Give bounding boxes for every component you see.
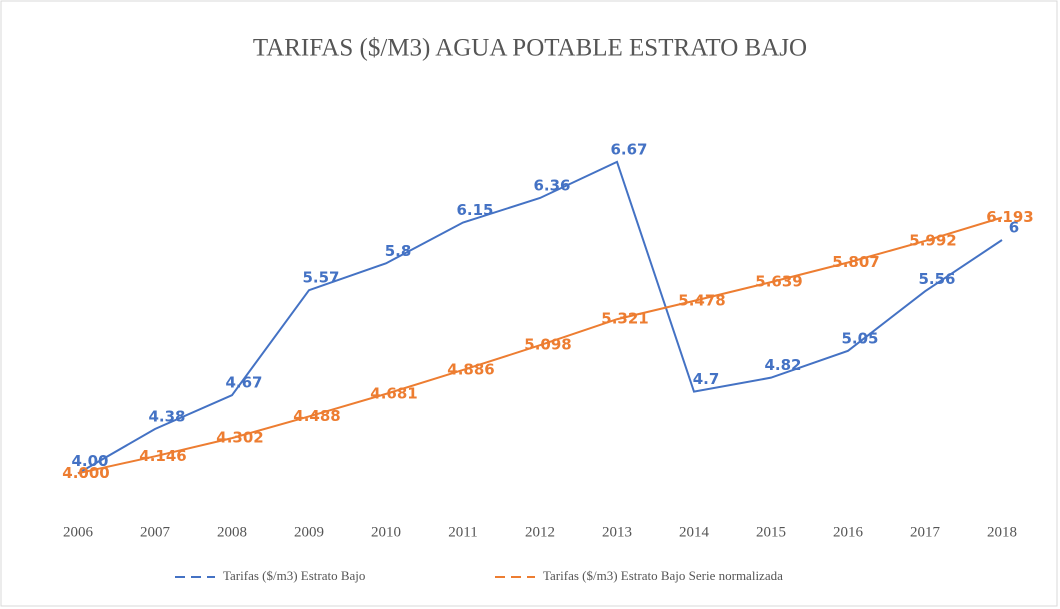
x-tick-label: 2013 xyxy=(602,524,632,540)
data-label: 4.7 xyxy=(693,370,720,388)
data-label: 5.321 xyxy=(601,310,648,328)
data-label: 5.478 xyxy=(678,291,725,309)
data-label: 6.67 xyxy=(610,140,647,158)
series-line xyxy=(77,160,1003,475)
x-tick-label: 2008 xyxy=(217,524,247,540)
data-label: 4.886 xyxy=(447,360,494,378)
data-label: 5.05 xyxy=(841,329,878,347)
data-label: 5.992 xyxy=(909,231,956,249)
data-label: 5.639 xyxy=(755,273,802,291)
chart-title: TARIFAS ($/M3) AGUA POTABLE ESTRATO BAJO xyxy=(253,35,807,62)
data-label: 4.488 xyxy=(293,407,340,425)
x-tick-label: 2015 xyxy=(756,524,786,540)
data-label: 4.00 xyxy=(71,452,108,470)
data-label: 5.57 xyxy=(302,269,339,287)
data-label: 5.098 xyxy=(524,336,571,354)
x-tick-label: 2018 xyxy=(987,524,1017,540)
data-label: 5.807 xyxy=(832,253,879,271)
data-label: 6.36 xyxy=(533,177,570,195)
data-label: 5.8 xyxy=(385,242,412,260)
x-tick-label: 2007 xyxy=(140,524,171,540)
x-tick-label: 2010 xyxy=(371,524,401,540)
data-label: 4.681 xyxy=(370,384,417,402)
data-label: 4.146 xyxy=(139,447,186,465)
data-label: 6 xyxy=(1009,219,1019,237)
x-tick-label: 2014 xyxy=(679,524,710,540)
x-tick-label: 2017 xyxy=(910,524,941,540)
data-label: 4.67 xyxy=(225,374,262,392)
series-line xyxy=(77,216,1003,475)
data-label: 4.38 xyxy=(148,408,185,426)
legend-label: Tarifas ($/m3) Estrato Bajo Serie normal… xyxy=(543,568,783,583)
data-label: 6.15 xyxy=(456,201,493,219)
data-label: 4.000 xyxy=(62,464,109,482)
data-label: 6.193 xyxy=(986,208,1033,226)
x-tick-label: 2016 xyxy=(833,524,864,540)
x-tick-label: 2012 xyxy=(525,524,555,540)
data-label: 5.56 xyxy=(918,270,955,288)
data-label: 4.82 xyxy=(764,356,801,374)
x-tick-label: 2011 xyxy=(448,524,477,540)
x-tick-label: 2009 xyxy=(294,524,324,540)
x-tick-label: 2006 xyxy=(63,524,94,540)
legend-label: Tarifas ($/m3) Estrato Bajo xyxy=(223,568,365,583)
data-label: 4.302 xyxy=(216,429,263,447)
